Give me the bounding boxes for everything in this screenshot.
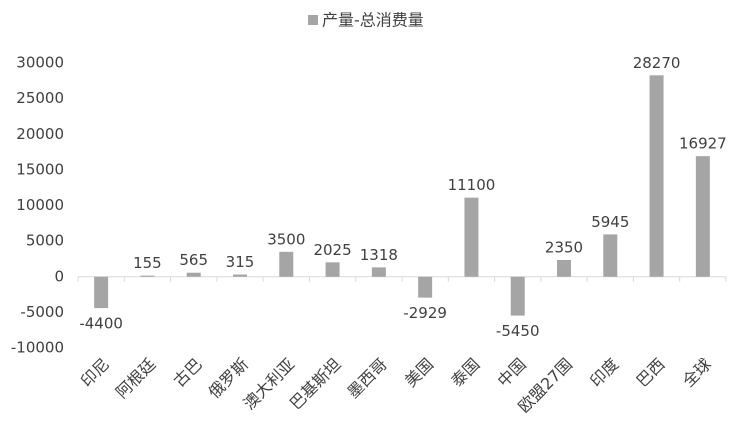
value-label: 2025 [313, 241, 351, 259]
value-label: 5945 [591, 213, 629, 231]
value-label: 565 [179, 251, 208, 269]
value-label: 155 [133, 254, 162, 272]
x-tick-label: 巴基斯坦 [286, 355, 345, 414]
bar [464, 197, 479, 277]
x-tick-label: 中国 [494, 355, 530, 391]
bar [418, 276, 433, 298]
y-tick-label: -5000 [20, 303, 64, 321]
value-label: 315 [226, 253, 255, 271]
x-tick-label: 古巴 [170, 355, 206, 391]
bar [649, 75, 664, 277]
x-tick-label: 墨西哥 [343, 355, 390, 402]
bar [557, 260, 571, 277]
y-tick-label: 5000 [26, 232, 64, 250]
y-tick-label: 10000 [16, 196, 64, 214]
value-label: 11100 [448, 176, 496, 194]
bar [94, 276, 109, 309]
legend-label: 产量-总消费量 [322, 11, 424, 30]
y-tick-label: 20000 [16, 125, 64, 143]
x-tick-label: 美国 [401, 355, 437, 391]
y-tick-label: 30000 [16, 54, 64, 72]
x-tick-label: 印尼 [77, 355, 113, 391]
bar [233, 274, 247, 277]
value-label: 2350 [545, 239, 583, 257]
value-label: 28270 [633, 54, 681, 72]
y-tick-label: 25000 [16, 89, 64, 107]
bar [186, 272, 201, 277]
y-tick-label: 0 [54, 267, 64, 285]
value-label: -2929 [403, 304, 447, 322]
x-tick-label: 泰国 [447, 355, 483, 391]
bar [603, 234, 618, 277]
bar [695, 156, 710, 277]
value-label: -5450 [496, 322, 540, 340]
x-tick-label: 印度 [586, 355, 622, 391]
bar [140, 275, 155, 277]
bar [510, 276, 525, 316]
x-tick-label: 全球 [679, 355, 715, 391]
x-tick-label: 阿根廷 [112, 355, 159, 402]
legend-swatch [308, 15, 318, 25]
value-label: 3500 [267, 230, 305, 248]
bar [371, 267, 386, 277]
value-label: -4400 [79, 315, 123, 333]
bar [325, 262, 340, 277]
y-tick-label: 15000 [16, 160, 64, 178]
x-tick-label: 巴西 [633, 355, 669, 391]
value-label: 1318 [360, 246, 398, 264]
bar [279, 251, 294, 277]
y-tick-label: -10000 [11, 339, 64, 357]
value-label: 16927 [679, 135, 727, 153]
